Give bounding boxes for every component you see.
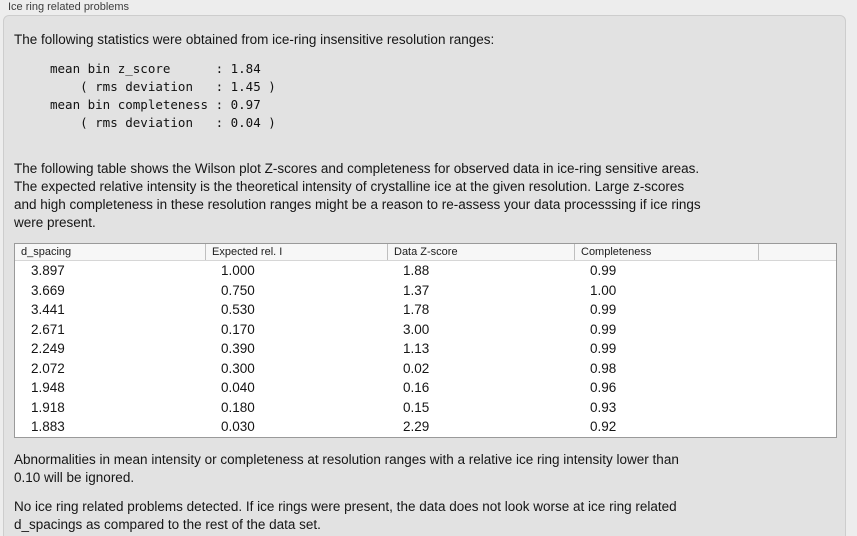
table-cell: 0.390 xyxy=(221,341,255,356)
table-cell: 0.93 xyxy=(590,399,617,415)
text-line: No ice ring related problems detected. I… xyxy=(14,498,677,514)
table-cell: 3.669 xyxy=(31,282,65,298)
table-cell: 0.16 xyxy=(403,380,430,395)
table-cell: 1.000 xyxy=(221,263,255,278)
text-line: 0.10 will be ignored. xyxy=(14,470,135,485)
text-line: d_spacings as compared to the rest of th… xyxy=(14,517,321,532)
text-line: The following table shows the Wilson plo… xyxy=(14,161,700,176)
table-row[interactable]: 1.948 0.040 0.16 0.96 xyxy=(15,378,836,398)
table-cell: 0.530 xyxy=(221,302,255,317)
table-cell xyxy=(758,300,836,320)
table-row[interactable]: 2.671 0.170 3.00 0.99 xyxy=(15,320,836,340)
table-cell xyxy=(758,339,836,359)
table-cell: 0.030 xyxy=(221,419,255,434)
table-cell xyxy=(758,281,836,301)
description-text: The following table shows the Wilson plo… xyxy=(14,160,835,232)
table-row[interactable]: 3.897 1.000 1.88 0.99 xyxy=(15,261,836,281)
text-line: and high completeness in these resolutio… xyxy=(14,197,701,212)
table-cell xyxy=(758,320,836,340)
table-cell xyxy=(758,378,836,398)
table-cell: 1.88 xyxy=(403,263,430,278)
table-cell: 1.948 xyxy=(31,380,65,395)
table-cell: 1.00 xyxy=(590,282,617,298)
column-header[interactable]: Completeness xyxy=(574,244,758,260)
table-row[interactable]: 2.072 0.300 0.02 0.98 xyxy=(15,359,836,379)
table-row[interactable]: 1.918 0.180 0.15 0.93 xyxy=(15,398,836,418)
table-cell: 1.13 xyxy=(403,341,430,356)
table-row[interactable]: 2.249 0.390 1.13 0.99 xyxy=(15,339,836,359)
table-cell: 1.78 xyxy=(403,302,430,317)
table-cell xyxy=(758,398,836,418)
text-line: were present. xyxy=(14,215,96,230)
table-cell: 1.883 xyxy=(31,419,65,434)
table-cell: 0.750 xyxy=(221,282,255,298)
text-line: The expected relative intensity is the t… xyxy=(14,179,685,194)
table-cell: 0.15 xyxy=(403,399,430,415)
table-cell: 3.00 xyxy=(403,321,430,337)
table-cell: 1.918 xyxy=(31,399,65,415)
column-header[interactable]: Expected rel. I xyxy=(205,244,387,260)
table-cell: 0.92 xyxy=(590,419,617,434)
table-cell: 0.98 xyxy=(590,360,617,376)
table-cell: 0.99 xyxy=(590,263,617,278)
table-body: 3.897 1.000 1.88 0.99 3.669 0.750 1.37 1.00 3.44… xyxy=(15,261,836,437)
table-cell xyxy=(758,261,836,281)
table-cell: 2.249 xyxy=(31,341,65,356)
table-row[interactable]: 3.669 0.750 1.37 1.00 xyxy=(15,281,836,301)
table-cell: 0.040 xyxy=(221,380,255,395)
table-cell: 0.170 xyxy=(221,321,255,337)
table-cell: 2.671 xyxy=(31,321,65,337)
column-header[interactable]: Data Z-score xyxy=(387,244,574,260)
ice-ring-panel: The following statistics were obtained f… xyxy=(3,15,846,536)
section-title: Ice ring related problems xyxy=(8,1,130,13)
ignore-note: Abnormalities in mean intensity or compl… xyxy=(14,451,835,488)
intro-text: The following statistics were obtained f… xyxy=(14,32,495,47)
table-cell: 0.180 xyxy=(221,399,255,415)
conclusion-text: No ice ring related problems detected. I… xyxy=(14,498,835,535)
table-cell: 0.96 xyxy=(590,380,617,395)
column-header[interactable]: d_spacing xyxy=(21,246,72,258)
table-cell: 1.37 xyxy=(403,282,430,298)
column-header[interactable] xyxy=(758,244,836,260)
table-cell: 2.072 xyxy=(31,360,65,376)
table-cell: 2.29 xyxy=(403,419,430,434)
table-cell: 3.441 xyxy=(31,302,65,317)
stats-block: mean bin z_score : 1.84 ( rms deviation … xyxy=(50,61,276,130)
text-line: Abnormalities in mean intensity or compl… xyxy=(14,451,679,467)
table-cell: 0.99 xyxy=(590,302,617,317)
table-cell: 0.300 xyxy=(221,360,255,376)
table-row[interactable]: 1.883 0.030 2.29 0.92 xyxy=(15,417,836,437)
table-cell xyxy=(758,359,836,379)
results-table: d_spacing Expected rel. I Data Z-score Comp… xyxy=(14,243,837,438)
table-cell: 0.99 xyxy=(590,341,617,356)
table-cell xyxy=(758,417,836,437)
table-cell: 0.99 xyxy=(590,321,617,337)
table-row[interactable]: 3.441 0.530 1.78 0.99 xyxy=(15,300,836,320)
table-cell: 0.02 xyxy=(403,360,430,376)
table-cell: 3.897 xyxy=(31,263,65,278)
table-header-row: d_spacing Expected rel. I Data Z-score Comp… xyxy=(15,244,836,261)
